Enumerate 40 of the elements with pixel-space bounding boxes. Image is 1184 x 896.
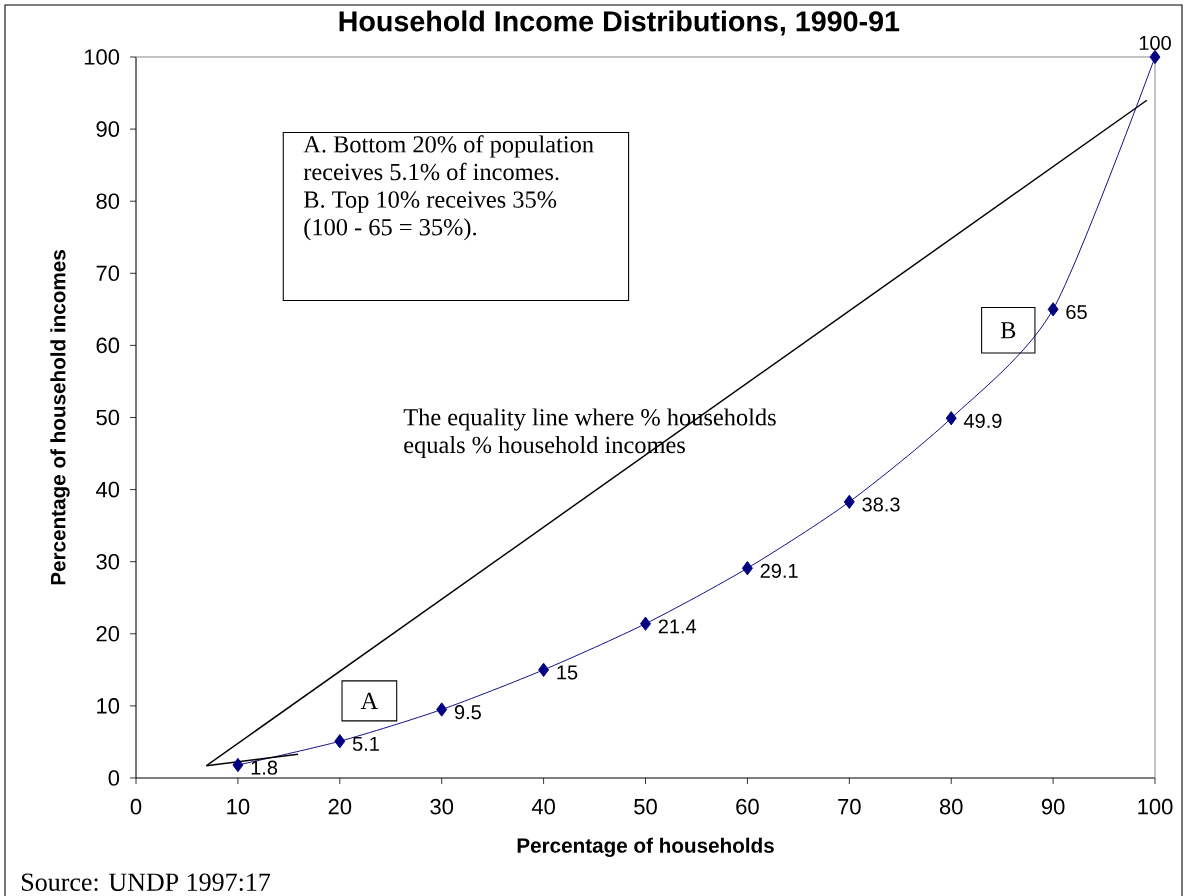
data-label: 5.1 <box>352 736 379 751</box>
y-tick-label: 40 <box>95 481 120 498</box>
y-tick-label: 90 <box>96 121 120 137</box>
x-tick-label: 0 <box>130 798 142 815</box>
y-tick-label: 80 <box>96 193 120 209</box>
data-label: 65 <box>1066 304 1087 320</box>
annotation: B. Top 10% receives 35% (100 - 65 = 35%). <box>303 191 557 241</box>
x-tick-label: 100 <box>1138 798 1173 815</box>
annotation: A <box>360 692 378 709</box>
y-tick-label: 100 <box>84 49 120 65</box>
data-label: 38.3 <box>862 497 900 512</box>
chart-title: Household Income Distributions, 1990-91 <box>339 10 900 36</box>
x-tick-label: 40 <box>531 798 555 815</box>
data-label: 49.9 <box>963 413 1002 428</box>
x-tick-label: 10 <box>227 798 250 815</box>
y-tick-label: 10 <box>97 698 120 714</box>
y-tick-label: 0 <box>108 770 120 786</box>
x-tick-label: 80 <box>939 798 963 815</box>
data-label: 100 <box>1139 35 1171 51</box>
y-tick-label: 70 <box>96 265 120 282</box>
y-tick-label: 60 <box>96 337 120 354</box>
x-axis-title: Percentage of households <box>517 837 774 857</box>
data-label: 1.8 <box>251 760 278 775</box>
y-axis-title: Percentage of household incomes <box>50 250 70 585</box>
annotation: B <box>1000 322 1016 339</box>
annotation: A. Bottom 20% of population receives 5.1% of incomes. <box>303 135 594 181</box>
data-label: 15 <box>557 665 578 680</box>
data-label: 29.1 <box>760 563 798 578</box>
x-tick-label: 90 <box>1041 798 1065 815</box>
x-tick-label: 30 <box>430 798 454 815</box>
data-label: 21.4 <box>658 619 697 634</box>
x-tick-label: 70 <box>838 798 861 815</box>
x-tick-label: 60 <box>736 798 759 815</box>
source-note: Source: UNDP 1997:17 <box>22 873 271 892</box>
y-tick-label: 20 <box>96 626 120 642</box>
x-tick-label: 20 <box>328 798 352 815</box>
y-tick-label: 30 <box>96 553 120 570</box>
data-label: 9.5 <box>454 705 481 720</box>
x-tick-label: 50 <box>634 798 657 815</box>
y-tick-label: 50 <box>96 409 120 426</box>
